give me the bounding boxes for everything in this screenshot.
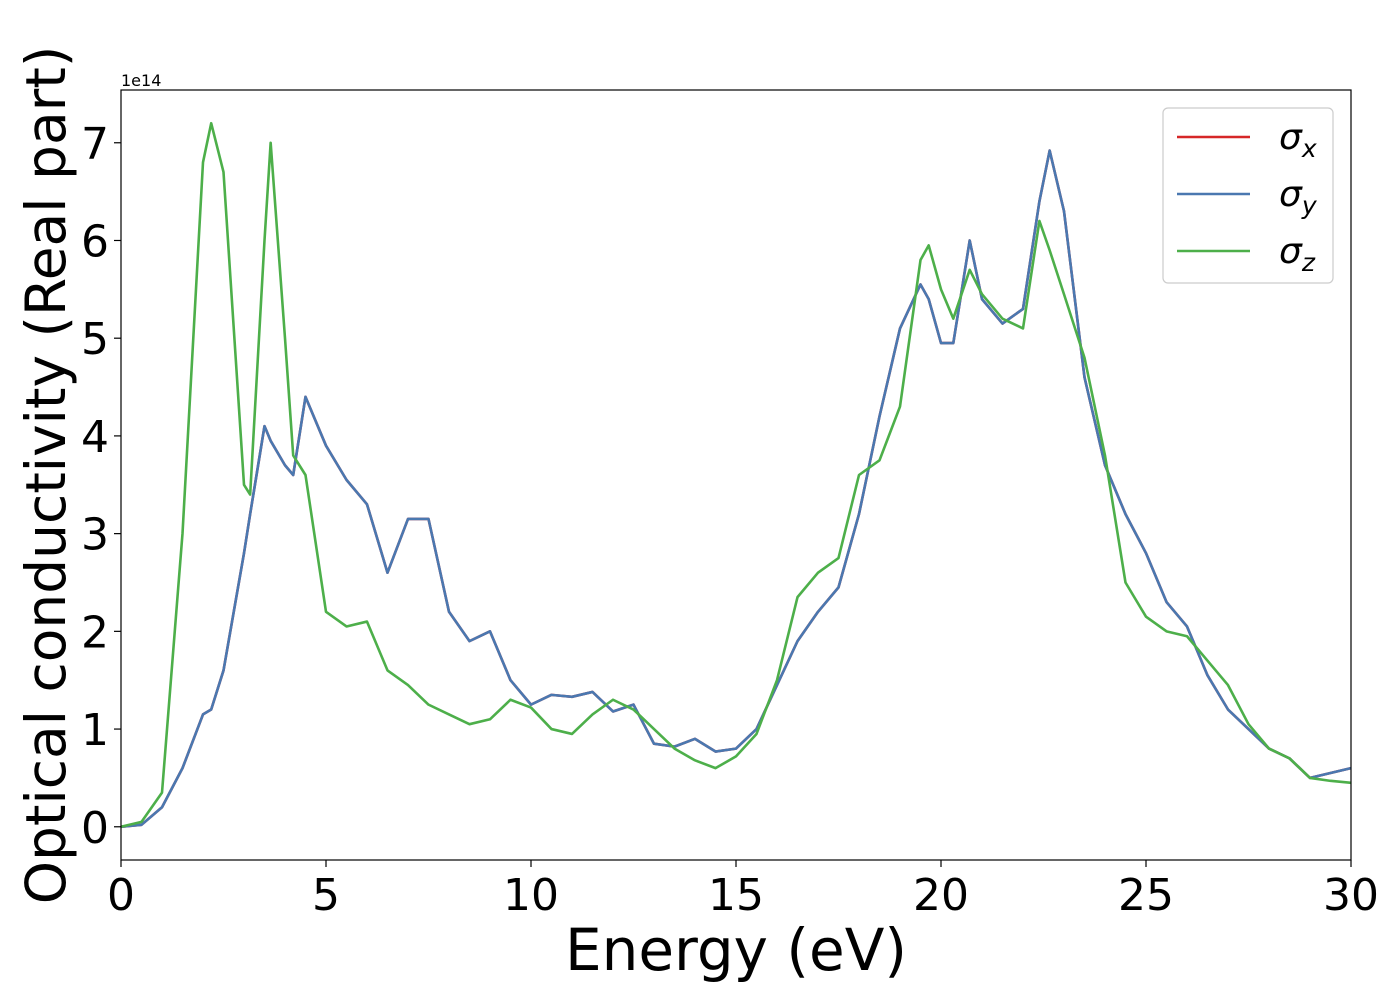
y-tick-label: 2 (81, 607, 109, 658)
x-tick-label: 0 (107, 870, 135, 921)
y-offset-label: 1e14 (121, 71, 161, 90)
y-tick-label: 3 (81, 510, 109, 561)
series-line (120, 149, 1352, 829)
x-tick-label: 20 (913, 870, 969, 921)
x-tick-label: 30 (1323, 870, 1379, 921)
legend: σx σy σz (1162, 107, 1334, 284)
y-tick-label: 7 (81, 119, 109, 170)
y-tick-label: 6 (81, 216, 109, 267)
series-line (120, 121, 1352, 829)
y-tick-label: 4 (81, 412, 109, 463)
x-axis-label: Energy (eV) (565, 916, 907, 984)
y-axis-label: Optical conductivity (Real part) (14, 46, 78, 905)
y-tick-label: 0 (81, 803, 109, 854)
x-tick-label: 5 (312, 870, 340, 921)
legend-label: σx (1279, 117, 1317, 163)
legend-label: σz (1279, 231, 1316, 277)
x-tick-label: 25 (1118, 870, 1174, 921)
x-tick-label: 10 (503, 870, 559, 921)
plot-frame (120, 89, 1352, 861)
y-tick-label: 1 (81, 705, 109, 756)
legend-box (1162, 107, 1334, 284)
y-tick-label: 5 (81, 314, 109, 365)
legend-label: σy (1279, 174, 1318, 220)
x-tick-label: 15 (708, 870, 764, 921)
